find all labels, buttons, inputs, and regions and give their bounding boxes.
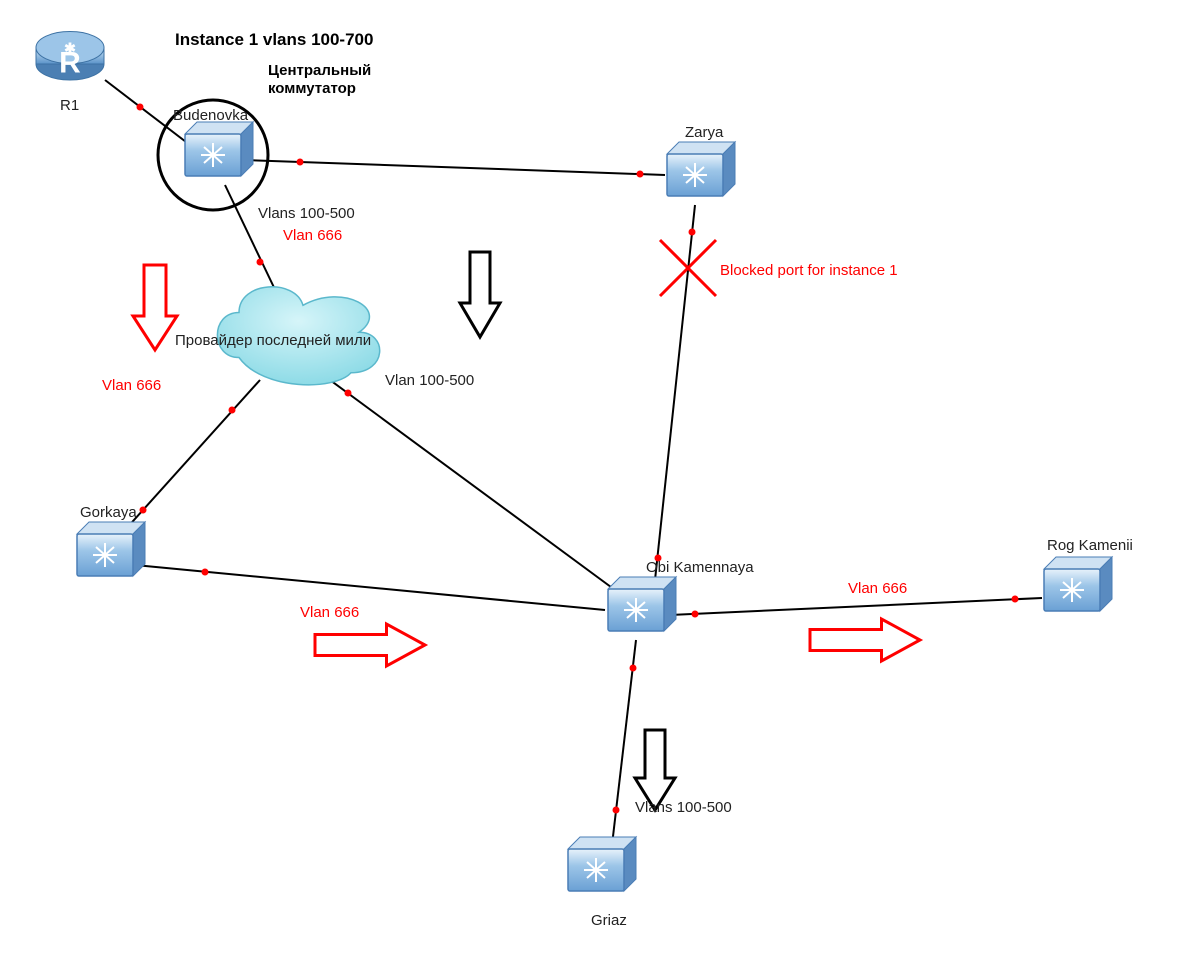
label-vlans_100_500_top: Vlans 100-500 [258,205,355,222]
Cloud-label: Провайдер последней мили [175,332,371,349]
link-dot [689,229,696,236]
svg-text:R: R [59,47,81,80]
link-Budenovka-Zarya [245,160,665,175]
link-dot [630,665,637,672]
Zarya-switch-icon [667,142,735,196]
Zarya-label: Zarya [685,124,724,141]
arrow-left-red [133,265,177,350]
link-dot [345,390,352,397]
link-Cloud-Obi [330,380,615,590]
link-dot [637,171,644,178]
Rog-switch-icon [1044,557,1112,611]
label-vlan666_center: Vlan 666 [300,604,359,621]
Budenovka-switch-icon [185,122,253,176]
arrow-bottom-black [635,730,675,810]
arrow-right-red [810,619,920,661]
label-vlan666_top: Vlan 666 [283,227,342,244]
arrow-mid-black [460,252,500,337]
link-dot [202,569,209,576]
Rog-label: Rog Kamenii [1047,537,1133,554]
link-Obi-Rog [670,598,1042,615]
link-dot [613,807,620,814]
R1-label: R1 [60,97,79,114]
label-central_sw_2: коммутатор [268,80,356,97]
link-dot [229,407,236,414]
label-vlan666_left: Vlan 666 [102,377,161,394]
network-diagram: ✱R R1 Budenovka Zarya Gorkaya Obi Kamennaya R… [0,0,1200,972]
label-instance_title: Instance 1 vlans 100-700 [175,30,373,49]
link-dot [297,159,304,166]
Griaz-label: Griaz [591,912,627,929]
link-Budenovka-Cloud [225,185,280,300]
link-dot [140,507,147,514]
label-central_sw_1: Центральный [268,62,371,79]
label-vlan_100_500_mid: Vlan 100-500 [385,372,474,389]
Obi-switch-icon [608,577,676,631]
label-vlan666_right: Vlan 666 [848,580,907,597]
Griaz-switch-icon [568,837,636,891]
link-dot [1012,596,1019,603]
link-Zarya-Obi [655,205,695,580]
arrow-center-red [315,624,425,666]
Budenovka-label: Budenovka [173,107,249,124]
Obi-label: Obi Kamennaya [646,559,754,576]
R1-router-icon: ✱R [36,32,104,81]
Gorkaya-switch-icon [77,522,145,576]
Gorkaya-label: Gorkaya [80,504,137,521]
link-dot [257,259,264,266]
link-dot [137,104,144,111]
label-vlans_100_500_bottom: Vlans 100-500 [635,799,732,816]
label-blocked_port: Blocked port for instance 1 [720,262,898,279]
link-dot [692,611,699,618]
